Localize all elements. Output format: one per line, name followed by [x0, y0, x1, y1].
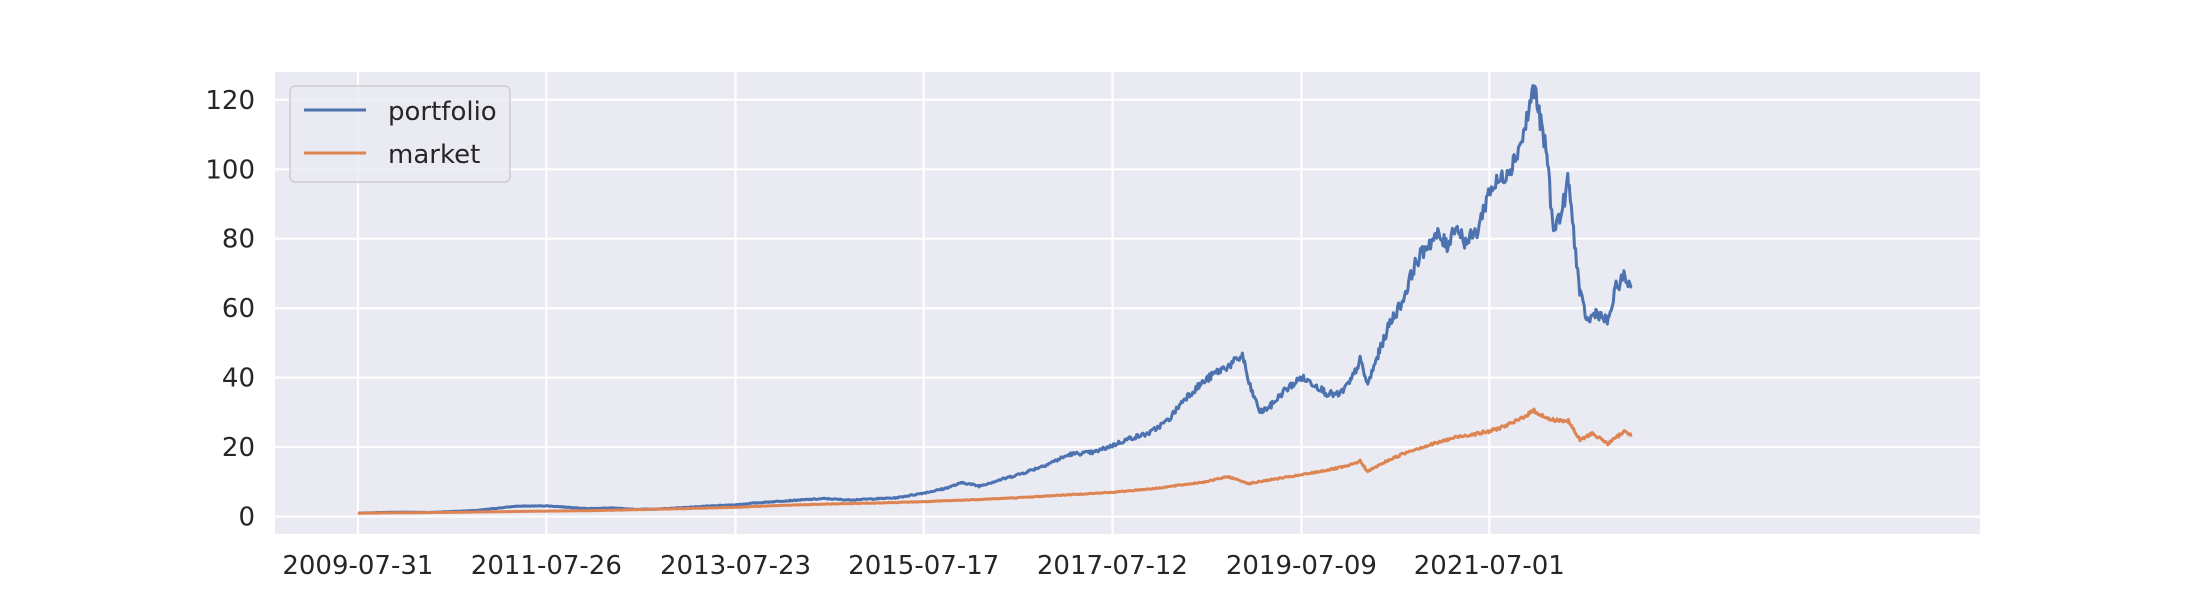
y-axis-ticks: 0 20 40 60 80 100 120	[205, 86, 255, 533]
series-line-market	[357, 407, 1633, 515]
y-tick-label: 120	[205, 86, 255, 116]
y-tick-label: 40	[222, 364, 255, 394]
x-axis-ticks: 2009-07-31 2011-07-26 2013-07-23 2015-07-17…	[282, 551, 1564, 581]
legend-label-portfolio: portfolio	[388, 97, 497, 127]
x-tick-label: 2013-07-23	[660, 551, 811, 581]
y-tick-label: 80	[222, 225, 255, 255]
y-tick-label: 20	[222, 433, 255, 463]
legend: portfolio market	[289, 85, 511, 183]
y-tick-label: 0	[238, 503, 255, 533]
x-tick-label: 2021-07-01	[1414, 551, 1565, 581]
x-tick-label: 2015-07-17	[848, 551, 999, 581]
legend-label-market: market	[388, 140, 480, 170]
x-tick-label: 2019-07-09	[1226, 551, 1377, 581]
y-tick-label: 60	[222, 294, 255, 324]
x-tick-label: 2017-07-12	[1037, 551, 1188, 581]
series-line-portfolio	[357, 84, 1633, 515]
grid-lines	[275, 72, 1980, 534]
plot-background	[275, 72, 1980, 534]
series-lines	[357, 84, 1633, 515]
y-tick-label: 100	[205, 155, 255, 185]
x-tick-label: 2011-07-26	[471, 551, 622, 581]
x-tick-label: 2009-07-31	[282, 551, 433, 581]
